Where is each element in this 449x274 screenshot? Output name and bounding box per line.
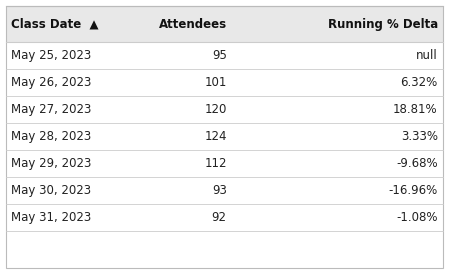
Text: May 27, 2023: May 27, 2023 xyxy=(11,103,92,116)
Text: May 29, 2023: May 29, 2023 xyxy=(11,157,92,170)
Text: -16.96%: -16.96% xyxy=(388,184,438,197)
Text: 92: 92 xyxy=(211,211,227,224)
Text: -9.68%: -9.68% xyxy=(396,157,438,170)
Bar xyxy=(6,6,443,42)
Bar xyxy=(6,204,443,231)
Text: May 31, 2023: May 31, 2023 xyxy=(11,211,92,224)
Bar xyxy=(6,123,443,150)
Bar xyxy=(6,231,443,268)
Text: 101: 101 xyxy=(204,76,227,89)
Text: May 30, 2023: May 30, 2023 xyxy=(11,184,91,197)
Text: 3.33%: 3.33% xyxy=(401,130,438,143)
Bar xyxy=(6,69,443,96)
Bar xyxy=(6,42,443,69)
Text: 18.81%: 18.81% xyxy=(393,103,438,116)
Text: 95: 95 xyxy=(212,49,227,62)
Text: null: null xyxy=(416,49,438,62)
Text: Running % Delta: Running % Delta xyxy=(327,18,438,31)
Text: Attendees: Attendees xyxy=(158,18,227,31)
Text: -1.08%: -1.08% xyxy=(396,211,438,224)
Text: May 28, 2023: May 28, 2023 xyxy=(11,130,92,143)
Bar xyxy=(6,177,443,204)
Text: May 25, 2023: May 25, 2023 xyxy=(11,49,92,62)
Text: 93: 93 xyxy=(212,184,227,197)
Text: 6.32%: 6.32% xyxy=(401,76,438,89)
Text: May 26, 2023: May 26, 2023 xyxy=(11,76,92,89)
Text: 124: 124 xyxy=(204,130,227,143)
Text: 112: 112 xyxy=(204,157,227,170)
Bar xyxy=(6,96,443,123)
Text: 120: 120 xyxy=(204,103,227,116)
Bar xyxy=(6,150,443,177)
Text: Class Date  ▲: Class Date ▲ xyxy=(11,18,99,31)
